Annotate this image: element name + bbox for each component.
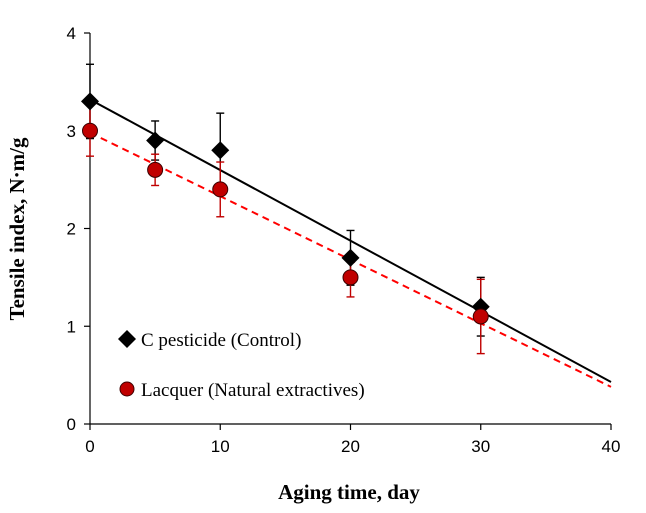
x-tick-label: 0	[85, 437, 94, 456]
y-tick-label: 2	[67, 220, 76, 239]
data-point-circle	[472, 308, 489, 325]
data-point-diamond	[81, 92, 99, 111]
legend-label-lacquer: Lacquer (Natural extractives)	[141, 380, 365, 401]
x-tick-label: 40	[602, 437, 621, 456]
x-axis-title: Aging time, day	[278, 480, 420, 504]
y-tick-label: 0	[67, 415, 76, 434]
x-tick-label: 10	[211, 437, 230, 456]
legend-label-control: C pesticide (Control)	[141, 330, 301, 351]
y-tick-label: 1	[67, 317, 76, 336]
y-tick-label: 3	[67, 122, 76, 141]
x-tick-label: 20	[341, 437, 360, 456]
y-axis-title: Tensile index, N·m/g	[5, 137, 29, 321]
y-tick-label: 4	[67, 24, 76, 43]
data-point-diamond	[341, 248, 360, 267]
data-point-diamond	[146, 131, 165, 150]
legend: C pesticide (Control) Lacquer (Natural e…	[118, 330, 365, 401]
legend-marker-circle	[119, 381, 135, 397]
data-point-circle	[342, 269, 359, 286]
data-point-circle	[212, 181, 229, 198]
x-tick-label: 30	[471, 437, 490, 456]
data-point-circle	[82, 122, 98, 139]
legend-item-control: C pesticide (Control)	[118, 330, 301, 351]
legend-marker-diamond	[118, 330, 136, 348]
data-point-diamond	[211, 141, 230, 160]
legend-item-lacquer: Lacquer (Natural extractives)	[119, 380, 365, 401]
data-point-circle	[147, 161, 164, 178]
